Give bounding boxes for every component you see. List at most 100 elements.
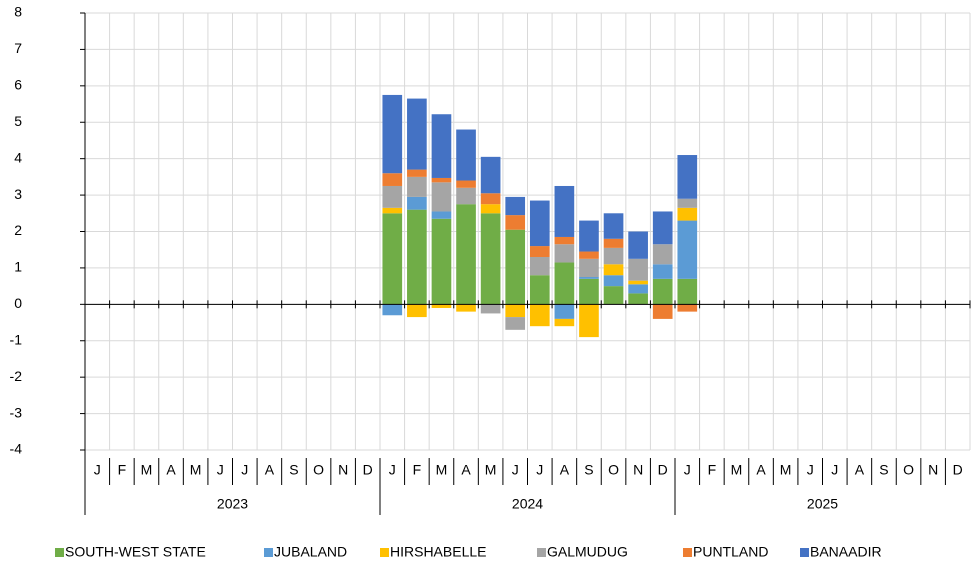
legend-label: HIRSHABELLE [390,544,486,560]
x-tick-label: M [436,462,448,478]
bar-segment [554,262,575,305]
bar-segment [652,278,673,305]
y-tick-label: 6 [14,77,22,93]
bar-segment [407,98,427,170]
y-tick-label: 7 [14,40,22,56]
y-tick-label: 8 [14,4,22,20]
y-tick-label: 2 [14,222,22,238]
bar-segment [382,94,403,174]
legend-swatch [264,548,273,557]
x-tick-label: J [217,462,224,478]
y-tick-label: 1 [14,259,22,275]
bar-segment [456,304,476,312]
x-tick-label: J [831,462,838,478]
bar-segment [480,304,501,314]
bar-segment [431,218,452,305]
x-tick-label: A [855,462,865,478]
y-tick-label: -4 [10,441,23,457]
y-tick-label: -1 [10,331,23,347]
bar-segment [456,187,476,205]
legend-label: PUNTLAND [693,544,768,560]
bar-segment [505,304,526,318]
bar-segment [505,317,526,330]
bar-segment [603,247,624,265]
bar-segment [407,209,427,305]
bar-segment [456,204,476,305]
bar-segment [554,236,575,245]
bar-segment [554,318,575,327]
bar-segment [480,193,501,205]
y-tick-label: 3 [14,186,22,202]
year-label: 2025 [807,496,838,512]
bar-segment [677,198,698,208]
x-tick-label: J [536,462,543,478]
x-tick-label: D [953,462,963,478]
legend-swatch [380,548,389,557]
x-tick-label: S [584,462,593,478]
legend-label: BANAADIR [810,544,882,560]
bar-segment [554,244,575,263]
legend-swatch [683,548,692,557]
bar-segment [628,293,648,305]
bar-segment [628,231,648,259]
bar-segment [603,286,624,305]
bar-segment [407,169,427,177]
bar-segment [579,220,599,252]
legend-label: SOUTH-WEST STATE [65,544,206,560]
bar-segment [480,156,501,194]
legend-swatch [55,548,64,557]
legend-label: JUBALAND [274,544,347,560]
bar-segment [579,304,599,338]
bar-segment [407,176,427,197]
bar-segment [652,304,673,319]
bar-segment [529,304,550,327]
bar-segment [407,196,427,210]
bar-segment [529,200,550,247]
x-tick-label: F [118,462,127,478]
bar-segment [431,211,452,219]
legend-label: GALMUDUG [547,544,628,560]
x-tick-label: A [461,462,471,478]
year-label: 2023 [217,496,248,512]
bar-segment [505,229,526,305]
x-tick-label: S [289,462,298,478]
bar-segment [579,277,599,279]
bar-segment [382,207,403,214]
x-tick-label: D [658,462,668,478]
bar-segment [382,185,403,208]
bar-segment [407,304,427,318]
x-tick-label: J [684,462,691,478]
bar-segment [431,304,452,308]
bar-segment [652,211,673,245]
bar-segment [603,238,624,248]
x-tick-label: N [928,462,938,478]
x-tick-label: N [338,462,348,478]
bar-segment [480,213,501,305]
bar-segment [628,280,648,285]
bar-segment [579,278,599,305]
bar-segment [603,275,624,287]
bar-segment [431,182,452,212]
legend-swatch [537,548,546,557]
x-tick-label: D [363,462,373,478]
bar-segment [505,215,526,230]
bar-segment [652,244,673,265]
bar-segment [579,251,599,259]
bar-segment [628,284,648,294]
x-tick-label: F [708,462,717,478]
bar-segment [456,129,476,181]
x-tick-label: O [313,462,324,478]
bar-segment [652,264,673,279]
bar-segment [529,275,550,305]
bar-segment [431,177,452,183]
bar-segment [505,196,526,216]
bar-segment [431,114,452,178]
x-tick-label: A [265,462,275,478]
x-tick-label: J [241,462,248,478]
y-tick-label: 5 [14,113,22,129]
bar-segment [382,304,403,316]
x-tick-label: J [389,462,396,478]
x-tick-label: M [780,462,792,478]
y-tick-label: 0 [14,295,22,311]
